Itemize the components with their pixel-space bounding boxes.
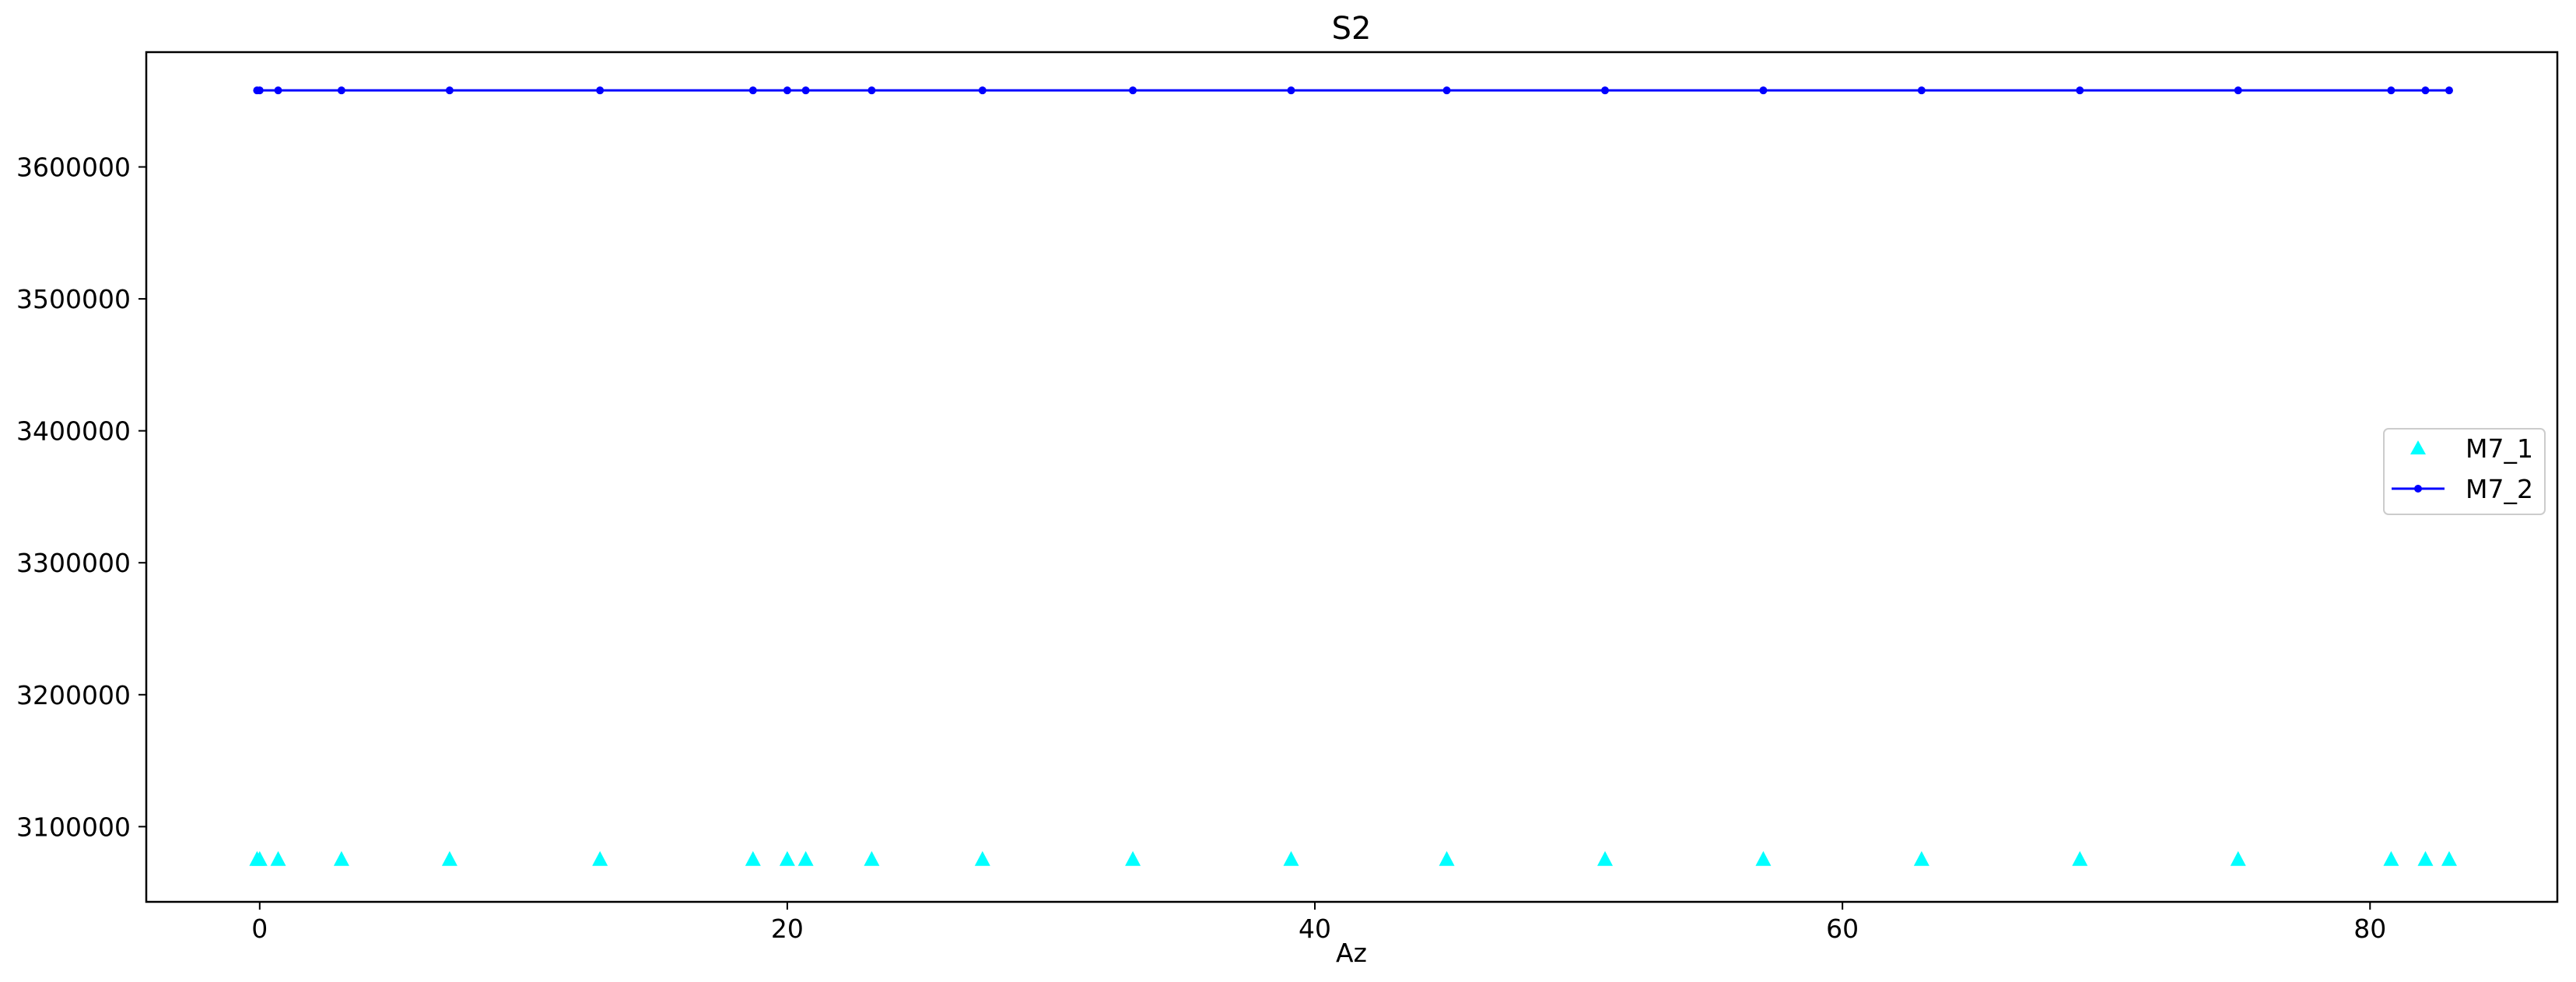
chart-title: S2 <box>1332 11 1372 47</box>
data-point <box>745 850 761 866</box>
legend[interactable]: M7_1 M7_2 <box>2383 428 2546 515</box>
data-point <box>864 850 880 866</box>
data-point <box>2383 850 2399 866</box>
legend-label-m7-1: M7_1 <box>2466 433 2533 464</box>
data-point <box>2445 86 2453 95</box>
x-axis-label: Az <box>1336 938 1367 968</box>
data-point <box>1759 86 1768 95</box>
data-point <box>2234 86 2242 95</box>
x-tick-label: 40 <box>1299 914 1331 944</box>
data-point <box>592 850 608 866</box>
data-point <box>783 86 791 95</box>
data-point <box>748 86 757 95</box>
data-point <box>445 86 454 95</box>
legend-marker-m7-1 <box>2410 440 2426 454</box>
data-point <box>441 850 457 866</box>
x-tick-label: 20 <box>771 914 804 944</box>
data-point <box>1283 850 1299 866</box>
data-point <box>2421 86 2430 95</box>
data-point <box>1125 850 1141 866</box>
data-point <box>1442 86 1451 95</box>
y-tick-label: 3100000 <box>16 812 131 842</box>
y-axis: 3100000 3200000 3300000 3400000 3500000 36000… <box>16 153 146 842</box>
data-point <box>2076 86 2084 95</box>
y-tick-label: 3600000 <box>16 153 131 183</box>
series-m7-1 <box>249 850 2457 866</box>
data-point <box>255 86 264 95</box>
data-point <box>779 850 795 866</box>
data-point <box>333 850 349 866</box>
series-m7-2 <box>253 86 2453 95</box>
x-axis: 0 20 40 60 80 <box>251 902 2386 944</box>
data-point <box>867 86 876 95</box>
legend-marker-m7-2 <box>2414 485 2422 493</box>
data-point <box>1129 86 1137 95</box>
data-point <box>1917 86 1926 95</box>
data-point <box>270 850 286 866</box>
data-point <box>1596 850 1613 866</box>
data-point <box>2417 850 2434 866</box>
y-tick-label: 3500000 <box>16 284 131 314</box>
data-point <box>1913 850 1929 866</box>
y-tick-label: 3300000 <box>16 548 131 578</box>
data-point <box>1755 850 1772 866</box>
plot-area <box>249 86 2457 866</box>
data-point <box>596 86 605 95</box>
data-point <box>337 86 345 95</box>
data-point <box>1439 850 1455 866</box>
data-point <box>974 850 990 866</box>
x-tick-label: 60 <box>1826 914 1859 944</box>
axes-frame <box>145 51 2559 903</box>
data-point <box>1600 86 1609 95</box>
data-point <box>2387 86 2396 95</box>
data-point <box>1287 86 1295 95</box>
data-point <box>2441 850 2457 866</box>
x-tick-label: 0 <box>251 914 268 944</box>
legend-label-m7-2: M7_2 <box>2466 474 2533 504</box>
y-tick-label: 3400000 <box>16 416 131 447</box>
legend-box <box>2383 428 2546 515</box>
data-point <box>251 850 268 866</box>
y-tick-label: 3200000 <box>16 680 131 710</box>
x-tick-label: 80 <box>2353 914 2386 944</box>
data-point <box>2230 850 2246 866</box>
data-point <box>274 86 282 95</box>
data-point <box>801 86 810 95</box>
data-point <box>978 86 987 95</box>
data-point <box>2072 850 2088 866</box>
data-point <box>797 850 814 866</box>
